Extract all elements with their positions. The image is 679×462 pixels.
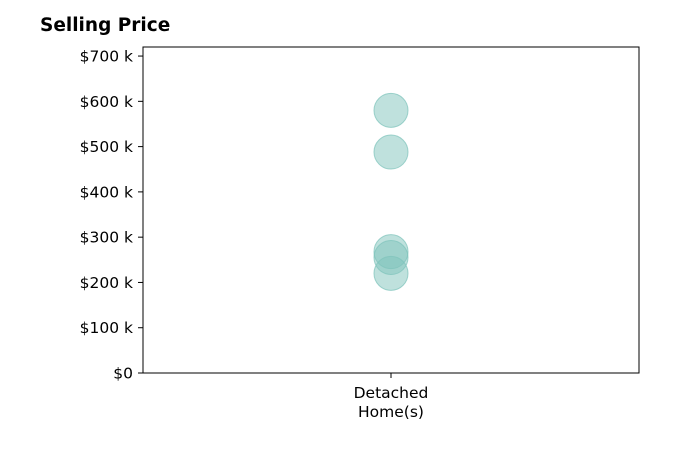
- y-tick-label: $500 k: [80, 138, 133, 156]
- data-point: [373, 255, 409, 291]
- y-tick-label: $0: [113, 365, 133, 383]
- y-tick-label: $600 k: [80, 93, 133, 111]
- data-points: [373, 92, 409, 291]
- chart-title: Selling Price: [40, 15, 171, 36]
- data-point: [373, 134, 409, 170]
- x-tick-label: Detached Home(s): [354, 384, 429, 421]
- y-tick-label: $100 k: [80, 319, 133, 337]
- y-tick-label: $400 k: [80, 183, 133, 201]
- x-tick-label-line: Home(s): [358, 403, 424, 421]
- y-axis: $0 $100 k $200 k $300 k $400 k $500 k $600 k $7…: [80, 48, 143, 383]
- x-tick-label-line: Detached: [354, 384, 429, 402]
- y-tick-label: $700 k: [80, 48, 133, 66]
- y-tick-label: $200 k: [80, 274, 133, 292]
- x-axis: Detached Home(s): [354, 373, 429, 421]
- data-point: [373, 92, 409, 128]
- y-tick-label: $300 k: [80, 229, 133, 247]
